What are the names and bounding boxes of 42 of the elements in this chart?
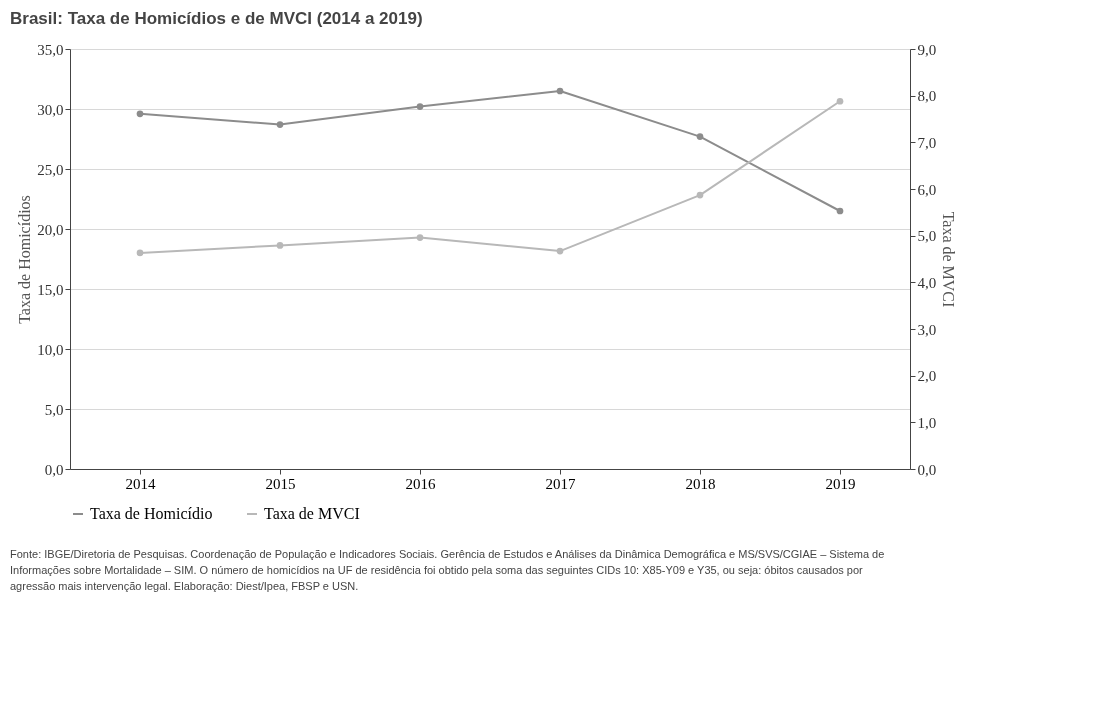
point	[276, 242, 284, 249]
y2-tick-label: 5,0	[917, 228, 937, 245]
y-tick-label: 10,0	[37, 341, 64, 358]
y-tick-label: 30,0	[37, 101, 64, 118]
point	[696, 133, 704, 140]
y2-axis-title: Taxa de MVCI	[940, 211, 958, 308]
y-tick-label: 0,0	[44, 461, 64, 478]
point	[556, 87, 564, 95]
point	[696, 191, 704, 199]
point	[416, 234, 424, 241]
y2-tick-label: 9,0	[917, 41, 937, 58]
y2-tick-label: 8,0	[917, 88, 937, 105]
x-tick-label: 2017	[545, 475, 576, 492]
y-tick-label: 35,0	[37, 41, 64, 58]
point	[136, 249, 144, 257]
chart-title: Brasil: Taxa de Homicídios e de MVCI (2014 a 2019)	[10, 9, 423, 28]
x-tick-label: 2014	[125, 475, 156, 492]
y-tick-label: 25,0	[37, 161, 64, 178]
x-tick-label: 2016	[405, 475, 436, 492]
legend-label: Taxa de Homicídio	[90, 505, 213, 522]
point	[276, 121, 284, 128]
y-tick-label: 5,0	[44, 401, 64, 418]
y2-tick-label: 6,0	[917, 181, 937, 198]
legend-label: Taxa de MVCI	[264, 505, 360, 522]
point	[836, 207, 844, 215]
y2-tick-label: 3,0	[917, 321, 937, 338]
y2-tick-label: 7,0	[917, 134, 937, 151]
x-tick-label: 2018	[685, 475, 716, 492]
source-note: Fonte: IBGE/Diretoria de Pesquisas. Coordenação de População e Indicadores Sociais. Gerência de Estudos e Análises da Dinâmica Demográfica e MS/SVS/CGIAE – Sistema de Informações sobre Mortalidade – SIM. O número de homicídios na UF de residência foi obtido pela soma das seguintes CIDs 10: X85-Y09 e Y35, ou seja: óbitos causados por agressão mais intervenção legal. Elaboração: Diest/Ipea, FBSP e USN.	[10, 548, 885, 592]
y-tick-label: 20,0	[37, 221, 64, 238]
y2-tick-label: 2,0	[917, 368, 937, 385]
y2-tick-label: 0,0	[917, 461, 937, 478]
y-axis-title: Taxa de Homicídios	[16, 195, 34, 324]
y2-tick-label: 4,0	[917, 274, 937, 291]
point	[136, 110, 144, 118]
point	[556, 247, 564, 255]
y-tick-label: 15,0	[37, 281, 64, 298]
x-tick-label: 2015	[265, 475, 296, 492]
point	[836, 97, 844, 105]
y2-tick-label: 1,0	[917, 414, 937, 431]
x-tick-label: 2019	[825, 475, 856, 492]
point	[416, 103, 424, 110]
